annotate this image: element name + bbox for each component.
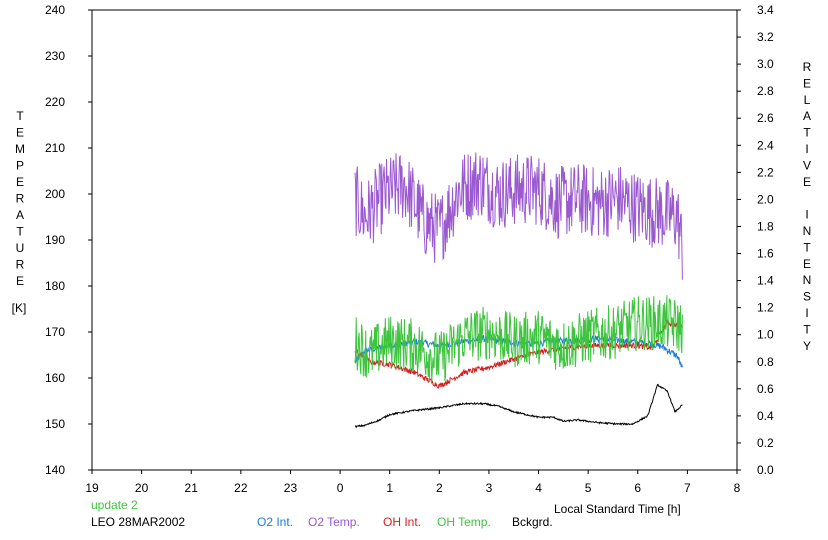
left-tick-label: 160 xyxy=(45,371,65,385)
x-tick-label: 0 xyxy=(337,481,344,495)
left-axis-title-letter: T xyxy=(16,225,24,239)
x-tick-label: 22 xyxy=(234,481,248,495)
left-axis-title-letter: A xyxy=(16,208,24,222)
right-tick-label: 1.6 xyxy=(757,247,774,261)
right-axis-title-letter: N xyxy=(803,273,812,287)
right-tick-label: 3.4 xyxy=(757,3,774,17)
right-axis-title-letter: I xyxy=(805,306,808,320)
x-tick-label: 8 xyxy=(734,481,741,495)
left-axis-title-letter: M xyxy=(15,142,25,156)
right-tick-label: 2.4 xyxy=(757,138,774,152)
left-axis-title-letter: U xyxy=(16,241,25,255)
right-axis-title-letter: I xyxy=(805,208,808,222)
x-tick-label: 21 xyxy=(185,481,199,495)
right-axis-title-letter: E xyxy=(803,175,811,189)
left-axis: 140 150 160 170 180 190 200 210 220 230 240 xyxy=(45,3,92,477)
right-axis-title-letter: T xyxy=(803,322,811,336)
right-axis-title-letter: Y xyxy=(803,339,811,353)
right-tick-label: 0.2 xyxy=(757,436,774,450)
right-tick-label: 3.0 xyxy=(757,57,774,71)
x-tick-label: 1 xyxy=(386,481,393,495)
left-axis-title-letter: R xyxy=(16,258,25,272)
right-axis-title-letter: L xyxy=(804,93,811,107)
legend-entry: Bckgrd. xyxy=(512,515,553,529)
right-tick-label: 0.8 xyxy=(757,355,774,369)
right-axis-title-letter: A xyxy=(803,109,811,123)
left-tick-label: 140 xyxy=(45,463,65,477)
left-tick-label: 240 xyxy=(45,3,65,17)
legend-entry: O2 Temp. xyxy=(308,515,360,529)
x-tick-label: 19 xyxy=(85,481,99,495)
right-axis-title-letter: E xyxy=(803,257,811,271)
right-axis: 0.0 0.2 0.4 0.6 0.8 1.0 1.2 1.4 1.6 1.8 2.0 2.2 2.4 2… xyxy=(737,3,774,477)
series-group xyxy=(354,152,683,429)
x-axis-title: Local Standard Time [h] xyxy=(554,502,681,516)
right-axis-title-letter: T xyxy=(803,126,811,140)
right-tick-label: 1.2 xyxy=(757,301,774,315)
x-tick-label: 7 xyxy=(684,481,691,495)
left-tick-label: 220 xyxy=(45,95,65,109)
right-tick-label: 2.0 xyxy=(757,192,774,206)
left-axis-title-letter: T xyxy=(16,109,24,123)
right-tick-label: 0.0 xyxy=(757,463,774,477)
right-axis-title-letter: R xyxy=(803,60,812,74)
right-axis-title-letter: S xyxy=(803,290,811,304)
right-tick-label: 2.2 xyxy=(757,165,774,179)
left-tick-label: 200 xyxy=(45,187,65,201)
right-tick-label: 1.4 xyxy=(757,274,774,288)
right-axis-title-letter: I xyxy=(805,142,808,156)
right-tick-label: 0.6 xyxy=(757,382,774,396)
left-tick-label: 190 xyxy=(45,233,65,247)
plot-frame xyxy=(91,9,738,471)
station-annotation: LEO 28MAR2002 xyxy=(91,515,185,529)
x-tick-label: 20 xyxy=(135,481,149,495)
x-tick-label: 6 xyxy=(634,481,641,495)
left-axis-title-letter: P xyxy=(16,159,24,173)
left-tick-label: 210 xyxy=(45,141,65,155)
legend-entry: OH Int. xyxy=(383,515,421,529)
x-tick-label: 2 xyxy=(436,481,443,495)
legend-entry: OH Temp. xyxy=(437,515,491,529)
right-axis-title-letter: N xyxy=(803,224,812,238)
left-tick-label: 180 xyxy=(45,279,65,293)
right-tick-label: 2.6 xyxy=(757,111,774,125)
x-axis: 19 20 21 22 23 0 1 2 3 4 5 6 7 8 xyxy=(85,470,741,495)
x-tick-label: 3 xyxy=(486,481,493,495)
right-tick-label: 2.8 xyxy=(757,84,774,98)
update-annotation: update 2 xyxy=(91,498,138,512)
series-line-4 xyxy=(354,383,683,429)
legend-entry: O2 Int. xyxy=(257,515,293,529)
legend: O2 Int. O2 Temp. OH Int. OH Temp. Bckgrd. xyxy=(257,515,553,529)
left-axis-title-letter: E xyxy=(16,126,24,140)
right-tick-label: 1.8 xyxy=(757,219,774,233)
left-tick-label: 230 xyxy=(45,49,65,63)
x-tick-label: 23 xyxy=(284,481,298,495)
right-tick-label: 1.0 xyxy=(757,328,774,342)
left-axis-title-letter: E xyxy=(16,274,24,288)
series-line-3 xyxy=(354,295,683,382)
left-axis-unit: [K] xyxy=(12,301,27,315)
left-tick-label: 150 xyxy=(45,417,65,431)
left-tick-label: 170 xyxy=(45,325,65,339)
left-axis-title-letter: R xyxy=(16,192,25,206)
x-tick-label: 5 xyxy=(585,481,592,495)
right-axis-title-letter: V xyxy=(803,158,811,172)
right-axis-title-letter: T xyxy=(803,240,811,254)
left-axis-title-letter: E xyxy=(16,175,24,189)
series-line-1 xyxy=(354,152,683,280)
right-tick-label: 0.4 xyxy=(757,409,774,423)
right-tick-label: 3.2 xyxy=(757,30,774,44)
x-tick-label: 4 xyxy=(535,481,542,495)
right-axis-title-letter: E xyxy=(803,76,811,90)
